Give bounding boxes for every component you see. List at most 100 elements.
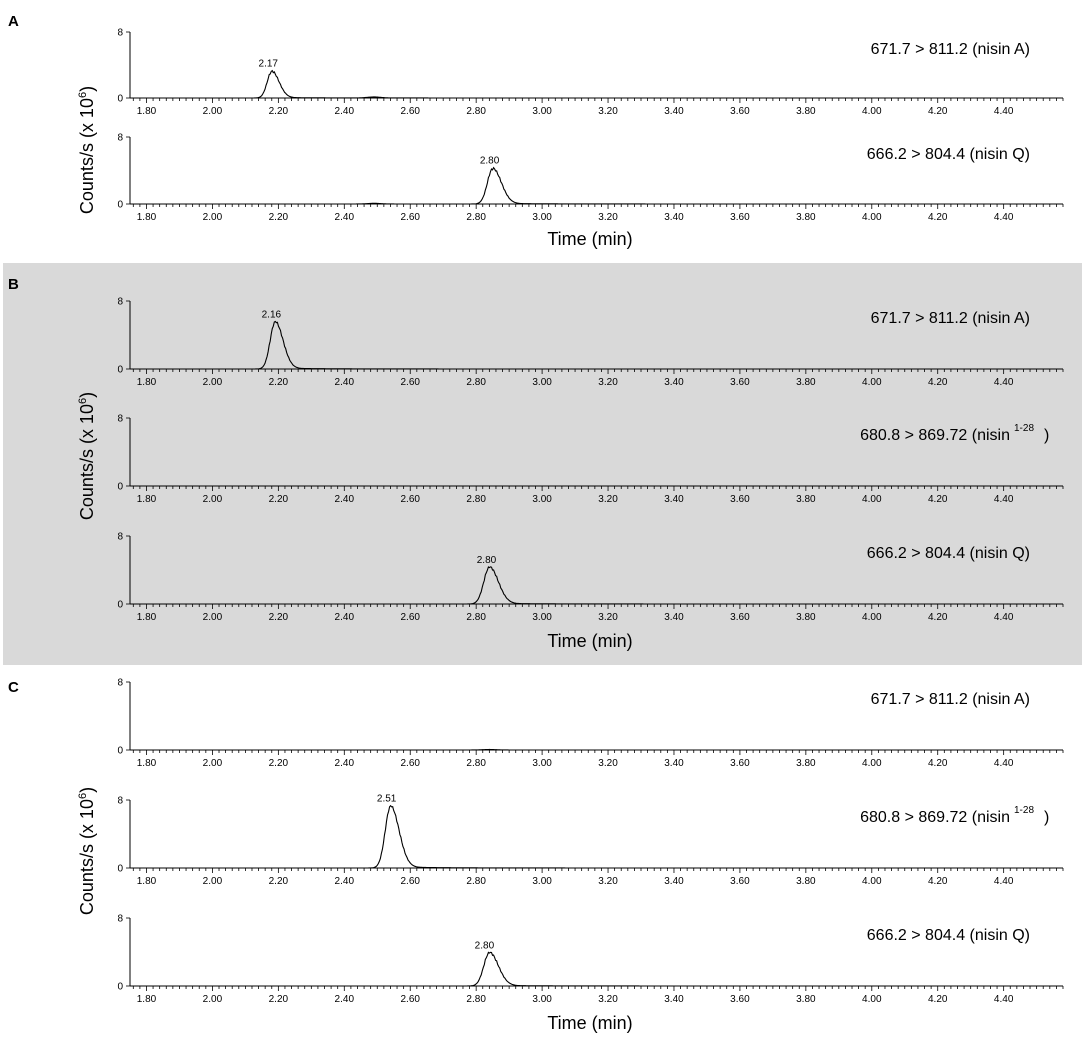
x-tick-label: 1.80 [137,494,157,505]
mrm-transition-close: ) [1044,427,1049,444]
y-tick-label: 0 [117,200,123,211]
x-tick-label: 1.80 [137,612,157,623]
x-tick-label: 3.00 [532,377,552,388]
x-tick-label: 4.20 [928,377,948,388]
y-tick-label: 0 [117,482,123,493]
chromatogram-trace [133,320,1060,370]
x-tick-label: 1.80 [137,106,157,117]
x-tick-label: 3.80 [796,994,816,1005]
peak-retention-label: 2.80 [480,156,500,167]
x-tick-label: 4.40 [994,377,1014,388]
x-tick-label: 3.20 [598,106,618,117]
x-tick-label: 4.40 [994,106,1014,117]
x-tick-label: 2.00 [203,212,223,223]
mrm-transition-close: ) [1044,809,1049,826]
x-tick-label: 4.00 [862,612,882,623]
x-tick-label: 2.40 [335,212,355,223]
chromatogram-trace [133,748,1060,751]
y-tick-label: 8 [117,678,123,689]
mrm-transition-superscript: 1-28 [1014,423,1034,434]
mrm-transition-label: 671.7 > 811.2 (nisin A) [871,310,1030,327]
y-axis-title: Counts/s (x 106) [77,787,97,915]
x-tick-label: 2.00 [203,377,223,388]
mrm-transition-label: 671.7 > 811.2 (nisin A) [871,41,1030,58]
x-axis-title: Time (min) [547,631,632,651]
x-tick-label: 3.20 [598,876,618,887]
x-tick-label: 3.60 [730,758,750,769]
x-tick-label: 4.00 [862,758,882,769]
x-tick-label: 4.40 [994,494,1014,505]
mrm-transition-label: 666.2 > 804.4 (nisin Q) [867,545,1030,562]
x-tick-label: 3.80 [796,494,816,505]
x-tick-label: 2.80 [466,377,486,388]
x-tick-label: 2.80 [466,612,486,623]
y-tick-label: 8 [117,914,123,925]
x-tick-label: 4.00 [862,994,882,1005]
x-tick-label: 2.60 [400,758,420,769]
x-tick-label: 4.00 [862,106,882,117]
x-tick-label: 2.60 [400,106,420,117]
trace-plot: 8 0 1.80 2.00 2.20 2.40 2.60 2.80 3.00 3.20 3.40 3.… [117,28,1064,117]
panel-letter: C [8,679,19,696]
x-tick-label: 3.60 [730,876,750,887]
x-tick-label: 1.80 [137,876,157,887]
x-tick-label: 2.40 [335,377,355,388]
mrm-transition-label: 666.2 > 804.4 (nisin Q) [867,146,1030,163]
x-tick-label: 4.20 [928,758,948,769]
x-tick-label: 2.40 [335,612,355,623]
x-tick-label: 3.80 [796,612,816,623]
chromatogram-trace [133,951,1060,987]
y-tick-label: 0 [117,982,123,993]
x-tick-label: 4.00 [862,377,882,388]
x-tick-label: 2.40 [335,994,355,1005]
x-tick-label: 3.60 [730,612,750,623]
x-tick-label: 3.00 [532,994,552,1005]
chromatogram-trace [133,804,1060,869]
chromatogram-trace [133,69,1060,99]
x-tick-label: 2.20 [269,494,289,505]
y-axis-title: Counts/s (x 106) [77,86,97,214]
x-tick-label: 2.20 [269,377,289,388]
x-tick-label: 3.00 [532,758,552,769]
x-tick-label: 4.20 [928,994,948,1005]
x-tick-label: 3.00 [532,876,552,887]
x-tick-label: 3.20 [598,212,618,223]
x-axis-title: Time (min) [547,229,632,249]
x-tick-label: 2.60 [400,876,420,887]
panel-letter: B [8,276,19,293]
x-tick-label: 3.60 [730,212,750,223]
x-tick-label: 2.40 [335,876,355,887]
x-tick-label: 3.40 [664,494,684,505]
panel-letter: A [8,13,19,30]
peak-retention-label: 2.80 [475,940,495,951]
x-tick-label: 3.20 [598,494,618,505]
x-tick-label: 3.80 [796,758,816,769]
y-tick-label: 8 [117,796,123,807]
panel-a: A 8 0 1.80 2.00 2.20 2.40 2.60 2.80 3.00 3.20 3.40 3… [8,13,1064,249]
x-tick-label: 2.20 [269,106,289,117]
x-tick-label: 2.00 [203,758,223,769]
x-tick-label: 4.40 [994,994,1014,1005]
svg-text:Counts/s (x 106): Counts/s (x 106) [77,392,97,520]
x-tick-label: 3.80 [796,106,816,117]
mrm-transition-superscript: 1-28 [1014,805,1034,816]
y-tick-label: 8 [117,133,123,144]
x-tick-label: 4.40 [994,612,1014,623]
y-tick-label: 0 [117,746,123,757]
x-tick-label: 4.00 [862,876,882,887]
x-tick-label: 3.40 [664,994,684,1005]
svg-text:Counts/s (x 106): Counts/s (x 106) [77,86,97,214]
panel-c: C 8 0 1.80 2.00 2.20 2.40 2.60 2.80 3.00 3.20 3.40 3… [8,678,1064,1033]
trace-plot: 8 0 1.80 2.00 2.20 2.40 2.60 2.80 3.00 3.20 3.40 3.… [117,532,1064,623]
x-tick-label: 3.20 [598,758,618,769]
x-tick-label: 2.00 [203,106,223,117]
x-tick-label: 1.80 [137,758,157,769]
x-tick-label: 3.40 [664,106,684,117]
x-tick-label: 2.80 [466,994,486,1005]
chromatogram-trace [133,166,1060,205]
x-tick-label: 2.20 [269,758,289,769]
x-tick-label: 3.20 [598,994,618,1005]
x-tick-label: 4.40 [994,212,1014,223]
x-tick-label: 3.40 [664,612,684,623]
x-tick-label: 2.20 [269,876,289,887]
